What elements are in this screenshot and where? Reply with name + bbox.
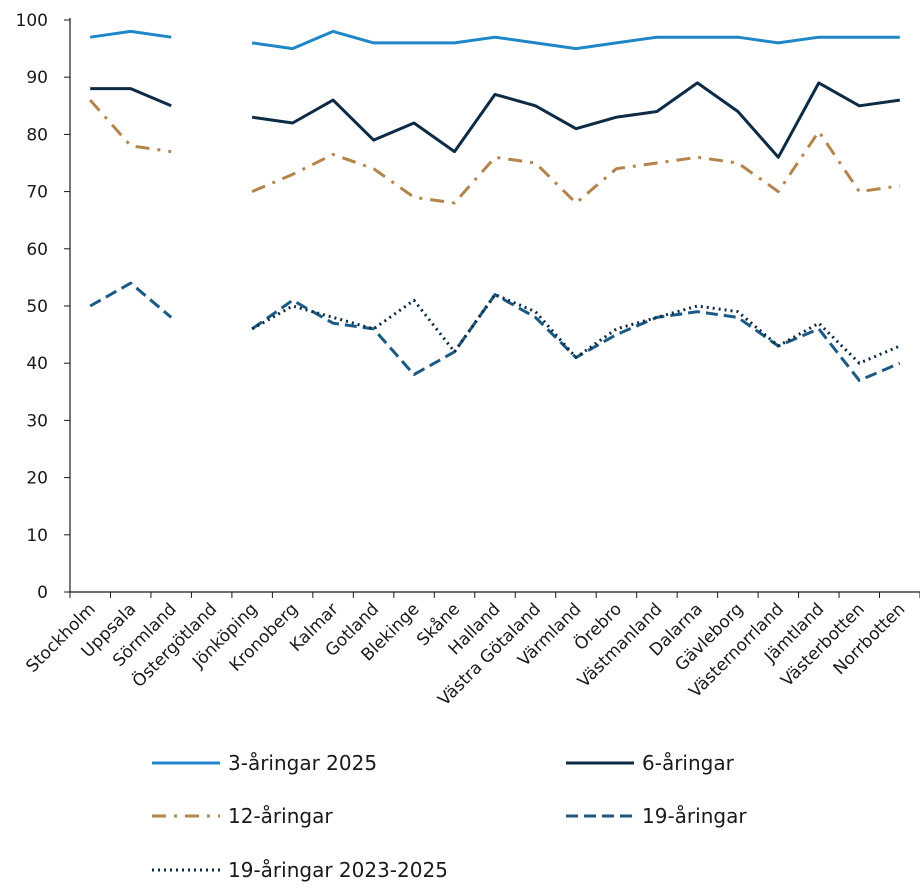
- x-axis-ticks: StockholmUppsalaSörmlandÖstergötlandJönk…: [22, 592, 920, 710]
- y-tick-label: 40: [26, 354, 48, 374]
- series-segment: [251, 130, 901, 205]
- y-tick-label: 70: [26, 183, 48, 203]
- y-tick-label: 0: [37, 583, 48, 603]
- series-segment: [251, 293, 901, 382]
- legend-label: 12-åringar: [228, 804, 333, 828]
- legend: 3-åringar 2025 6-åringar 12-åringar 19-årin…: [152, 751, 747, 882]
- series-segment: [89, 281, 173, 319]
- series-segment: [251, 29, 900, 51]
- series-line-2: [90, 81, 901, 159]
- y-tick-label: 90: [26, 68, 48, 88]
- series-segment: [251, 81, 901, 159]
- legend-item: 6-åringar: [566, 751, 735, 775]
- series-lines: [89, 29, 901, 382]
- y-axis-ticks: 0 10 20 30 40 50 60 70 80 90 100: [16, 11, 70, 603]
- y-tick-label: 100: [16, 11, 48, 31]
- y-tick-label: 60: [26, 240, 48, 260]
- y-tick-label: 10: [26, 526, 48, 546]
- series-segment: [90, 87, 172, 108]
- legend-item: 19-åringar 2023-2025: [152, 858, 448, 882]
- legend-item: 19-åringar: [566, 804, 747, 828]
- legend-item: 3-åringar 2025: [152, 751, 377, 775]
- axes: [69, 18, 920, 593]
- legend-label: 19-åringar: [642, 804, 747, 828]
- series-segment: [89, 99, 172, 154]
- legend-label: 3-åringar 2025: [228, 751, 377, 775]
- y-tick-label: 30: [26, 411, 48, 431]
- series-line-5: [251, 293, 901, 365]
- y-tick-label: 20: [26, 469, 48, 489]
- legend-item: 12-åringar: [152, 804, 333, 828]
- series-line-4: [89, 281, 901, 382]
- series-segment: [89, 29, 172, 39]
- series-segment: [251, 293, 901, 365]
- series-line-3: [89, 99, 901, 205]
- legend-label: 19-åringar 2023-2025: [228, 858, 448, 882]
- y-tick-label: 50: [26, 297, 48, 317]
- series-line-1: [89, 29, 900, 51]
- y-tick-label: 80: [26, 125, 48, 145]
- legend-label: 6-åringar: [642, 751, 735, 775]
